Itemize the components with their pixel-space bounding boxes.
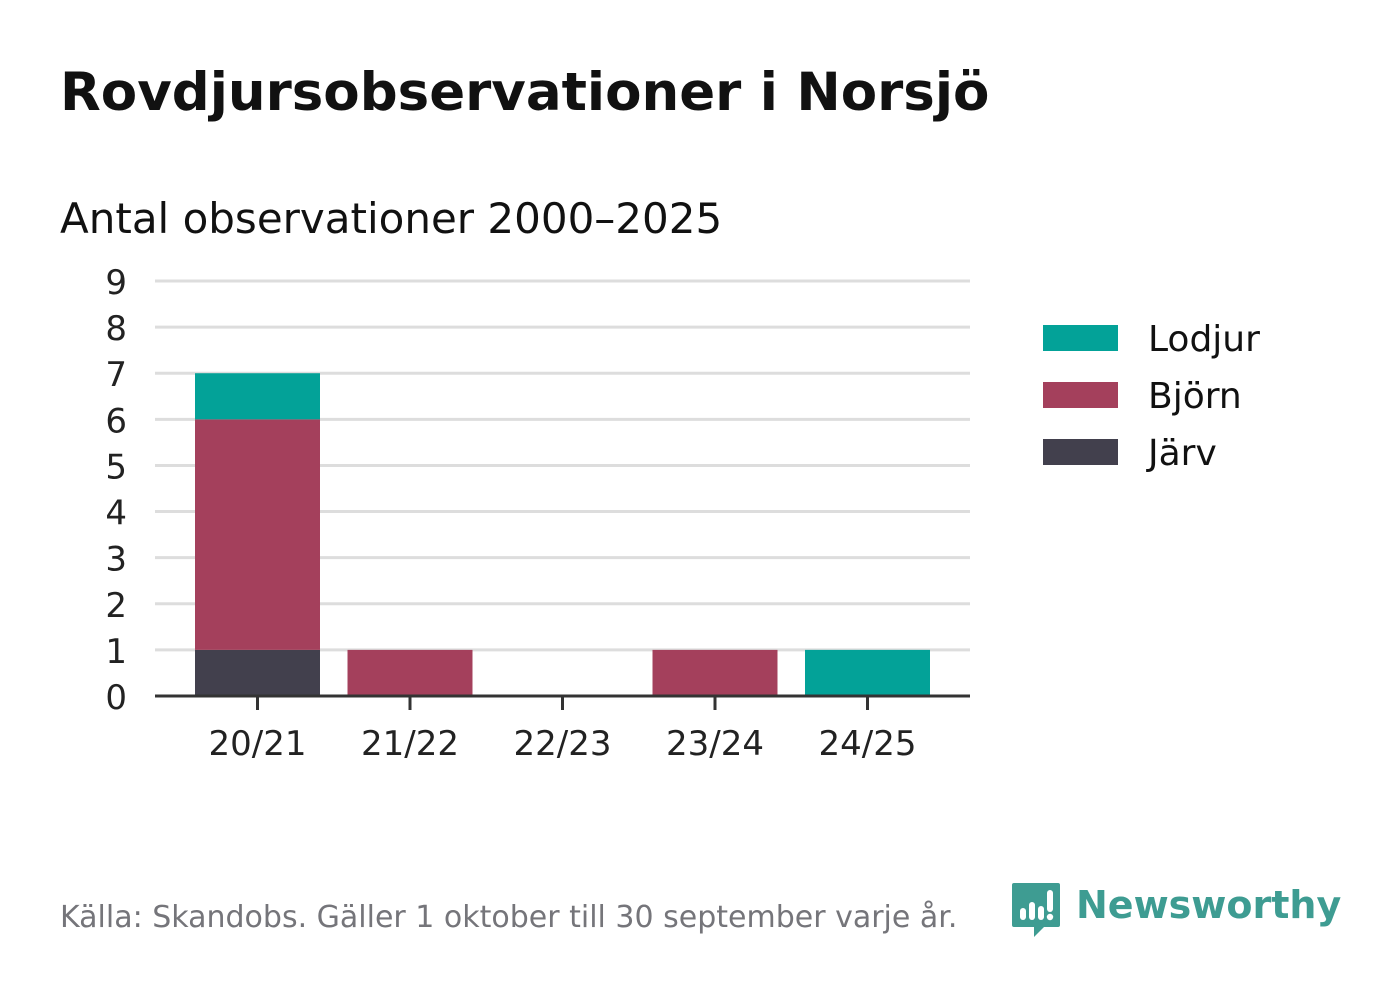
- x-tick-label: 23/24: [666, 724, 764, 764]
- legend-label-lodjur: Lodjur: [1148, 319, 1260, 360]
- y-tick-label: 6: [105, 401, 127, 441]
- chart-bubble-icon: [1012, 883, 1060, 937]
- y-tick-label: 4: [105, 494, 127, 534]
- bar-segment-lodjur: [805, 649, 930, 696]
- legend-swatch-björn: [1043, 382, 1118, 408]
- bar-segment-järv: [195, 649, 320, 696]
- bar-segment-björn: [652, 649, 778, 696]
- legend-swatch-lodjur: [1043, 325, 1118, 351]
- legend-label-björn: Björn: [1148, 376, 1242, 417]
- x-axis-ticks: 20/21 21/22 22/23 23/24 24/25: [209, 696, 917, 764]
- x-tick-label: 24/25: [819, 724, 917, 764]
- bar-segment-björn: [347, 649, 473, 696]
- legend: Lodjur Björn Järv: [1043, 319, 1260, 474]
- y-tick-label: 0: [105, 678, 127, 718]
- bar-segment-lodjur: [195, 373, 320, 420]
- y-tick-label: 5: [105, 447, 127, 487]
- y-tick-label: 2: [105, 586, 127, 626]
- legend-label-järv: Järv: [1146, 433, 1217, 474]
- x-tick-label: 21/22: [361, 724, 459, 764]
- source-note: Källa: Skandobs. Gäller 1 oktober till 3…: [60, 900, 958, 935]
- chart-title: Rovdjursobservationer i Norsjö: [60, 62, 990, 123]
- y-axis-ticks: 0 1 2 3 4 5 6 7 8 9: [105, 263, 127, 718]
- stacked-bar-chart: 0 1 2 3 4 5 6 7 8 9 20/21 21/22 22/23 23/24 24/25 Lod…: [105, 263, 1260, 764]
- y-tick-label: 3: [105, 540, 127, 580]
- y-tick-label: 7: [105, 355, 127, 395]
- chart-subtitle: Antal observationer 2000–2025: [60, 194, 723, 243]
- y-tick-label: 9: [105, 263, 127, 303]
- y-tick-label: 8: [105, 309, 127, 349]
- x-tick-label: 22/23: [514, 724, 612, 764]
- bars: [195, 373, 930, 696]
- legend-swatch-järv: [1043, 439, 1118, 465]
- bar-segment-björn: [195, 419, 320, 650]
- brand-logo: Newsworthy: [1010, 878, 1341, 942]
- x-tick-label: 20/21: [209, 724, 307, 764]
- y-tick-label: 1: [105, 632, 127, 672]
- brand-name: Newsworthy: [1076, 883, 1342, 927]
